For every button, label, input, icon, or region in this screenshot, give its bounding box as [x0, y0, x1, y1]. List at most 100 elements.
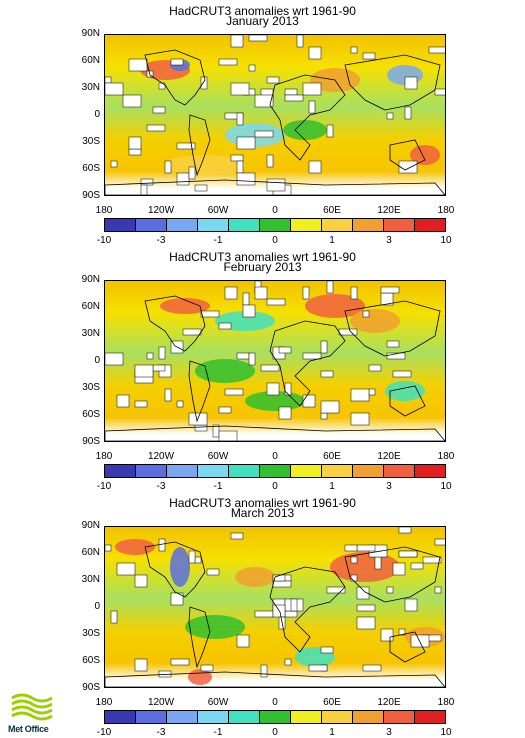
- colorbar-label: 3: [386, 235, 392, 246]
- colorbar-segment: [105, 711, 135, 723]
- missing-data-cell: [224, 286, 238, 300]
- latitude-label: 0: [94, 109, 100, 120]
- missing-data-cell: [404, 106, 412, 120]
- missing-data-cell: [320, 400, 340, 414]
- missing-data-cell: [398, 160, 418, 174]
- colorbar-segment: [228, 711, 259, 723]
- missing-data-cell: [158, 82, 166, 90]
- latitude-label: 60N: [81, 547, 100, 558]
- colorbar-label: -3: [156, 481, 166, 492]
- longitude-label: 180: [437, 697, 455, 708]
- missing-data-cell: [230, 154, 244, 162]
- colorbar-segment: [228, 219, 259, 231]
- missing-data-cell: [248, 35, 268, 42]
- longitude-label: 60W: [207, 205, 229, 216]
- missing-data-cell: [434, 586, 442, 594]
- missing-data-cell: [350, 46, 358, 54]
- missing-data-cell: [356, 616, 376, 630]
- missing-data-cell: [116, 562, 136, 576]
- colorbar-segment: [290, 219, 321, 231]
- missing-data-cell: [284, 658, 292, 666]
- missing-data-cell: [260, 364, 280, 372]
- latitude-label: 0: [94, 355, 100, 366]
- missing-data-cell: [110, 160, 118, 168]
- missing-data-cell: [362, 52, 376, 60]
- coastline: [344, 300, 441, 357]
- longitude-label: 120W: [147, 697, 175, 708]
- map-title: HadCRUT3 anomalies wrt 1961-90: [169, 250, 356, 264]
- latitude-label: 90S: [82, 190, 100, 201]
- latitude-label: 90N: [81, 28, 100, 39]
- missing-data-cell: [368, 388, 376, 396]
- missing-data-cell: [110, 610, 118, 624]
- missing-data-cell: [105, 352, 124, 366]
- colorbar-segment: [321, 711, 352, 723]
- coastline: [344, 54, 441, 111]
- missing-data-cell: [206, 568, 220, 576]
- colorbar-segment: [352, 711, 383, 723]
- missing-data-cell: [284, 610, 298, 618]
- colorbar-label: -3: [156, 235, 166, 246]
- colorbar-segment: [259, 219, 290, 231]
- anomaly-region: [115, 539, 155, 555]
- missing-data-cell: [266, 298, 286, 306]
- longitude-label: 0: [272, 205, 278, 216]
- longitude-label: 180: [437, 205, 455, 216]
- missing-data-cell: [380, 628, 394, 642]
- colorbar-label: 0: [272, 235, 278, 246]
- colorbar-segment: [414, 465, 445, 477]
- missing-data-cell: [338, 328, 358, 336]
- colorbar: [104, 218, 446, 232]
- missing-data-cell: [296, 35, 304, 48]
- missing-data-cell: [308, 100, 316, 114]
- latitude-label: 60N: [81, 55, 100, 66]
- world-map: [104, 280, 446, 442]
- coastline: [144, 49, 206, 106]
- map-subtitle: February 2013: [223, 260, 302, 274]
- map-title: HadCRUT3 anomalies wrt 1961-90: [169, 4, 356, 18]
- missing-data-cell: [356, 544, 376, 552]
- missing-data-cell: [392, 562, 406, 576]
- missing-data-cell: [356, 604, 376, 612]
- missing-data-cell: [272, 574, 286, 582]
- missing-data-cell: [266, 382, 280, 396]
- missing-data-cell: [242, 304, 256, 318]
- longitude-label: 180: [95, 697, 113, 708]
- colorbar-label: -1: [213, 727, 223, 738]
- map-subtitle: March 2013: [230, 506, 295, 520]
- missing-data-cell: [308, 46, 322, 60]
- missing-data-cell: [170, 58, 184, 66]
- missing-data-cell: [230, 532, 244, 540]
- missing-data-cell: [248, 352, 256, 366]
- missing-data-cell: [134, 400, 148, 408]
- missing-data-cell: [200, 310, 220, 318]
- missing-data-cell: [320, 412, 328, 420]
- anomaly-region: [330, 552, 400, 582]
- anomaly-region: [283, 120, 327, 140]
- latitude-label: 30S: [82, 382, 100, 393]
- missing-data-cell: [254, 130, 274, 138]
- coastline: [188, 114, 211, 177]
- longitude-label: 180: [437, 451, 455, 462]
- anomaly-map-panel: HadCRUT3 anomalies wrt 1961-90 January 20…: [0, 0, 525, 246]
- missing-data-cell: [320, 340, 328, 354]
- missing-data-cell: [386, 340, 400, 348]
- coastline: [188, 360, 211, 423]
- colorbar-segment: [135, 711, 166, 723]
- anomaly-region: [165, 155, 245, 175]
- missing-data-cell: [356, 586, 370, 600]
- anomaly-region: [305, 294, 365, 318]
- missing-data-cell: [218, 406, 232, 414]
- missing-data-cell: [128, 136, 142, 150]
- colorbar-segment: [197, 219, 228, 231]
- latitude-label: 90S: [82, 436, 100, 447]
- missing-data-cell: [410, 562, 424, 570]
- missing-data-cell: [386, 586, 394, 594]
- missing-data-cell: [398, 550, 418, 558]
- longitude-label: 120W: [147, 451, 175, 462]
- longitude-label: 60W: [207, 697, 229, 708]
- missing-data-cell: [320, 370, 334, 378]
- coastline: [389, 139, 426, 171]
- missing-data-cell: [404, 598, 418, 612]
- world-map: [104, 526, 446, 688]
